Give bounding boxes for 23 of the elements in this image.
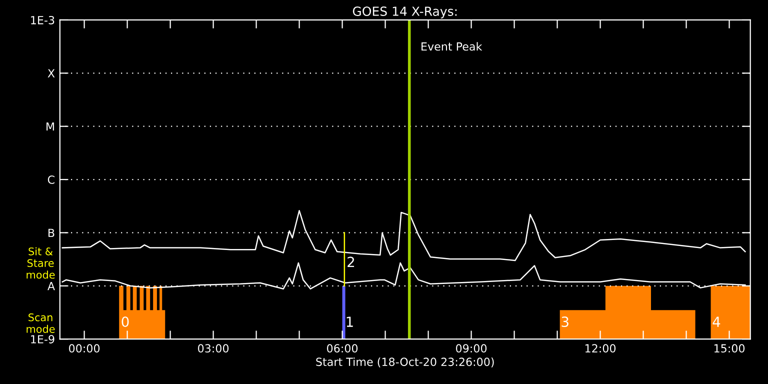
annotation: 4 xyxy=(712,316,720,327)
text: Scan mode xyxy=(26,313,55,333)
annotation: 2 xyxy=(348,256,354,267)
annotation: 0 xyxy=(122,316,129,328)
y-tick-label: M xyxy=(46,122,54,131)
annotation: 1 xyxy=(346,316,353,327)
text: Sit & Stare mode xyxy=(26,247,55,279)
y-tick-label: 1E-9 xyxy=(31,335,54,344)
x-tick-label: 03:00 xyxy=(198,344,229,353)
x-tick-label: 06:00 xyxy=(327,344,358,353)
y-tick-label: B xyxy=(48,228,54,237)
y-tick-label: X xyxy=(48,69,55,78)
y-tick-label: A xyxy=(48,282,55,290)
annotation: 3 xyxy=(562,316,568,328)
chart-title: GOES 14 X-Rays: xyxy=(352,6,457,18)
x-tick-label: 12:00 xyxy=(585,344,616,353)
x-tick-label: 00:00 xyxy=(69,344,100,353)
x-tick-label: 09:00 xyxy=(456,344,487,353)
y-tick-label: 1E-3 xyxy=(31,16,54,24)
ref-line-label: Event Peak xyxy=(422,42,482,51)
x-axis-title: Start Time (18-Oct-20 23:26:00) xyxy=(316,357,494,368)
y-tick-label: C xyxy=(48,175,54,184)
x-tick-label: 15:00 xyxy=(714,344,745,353)
